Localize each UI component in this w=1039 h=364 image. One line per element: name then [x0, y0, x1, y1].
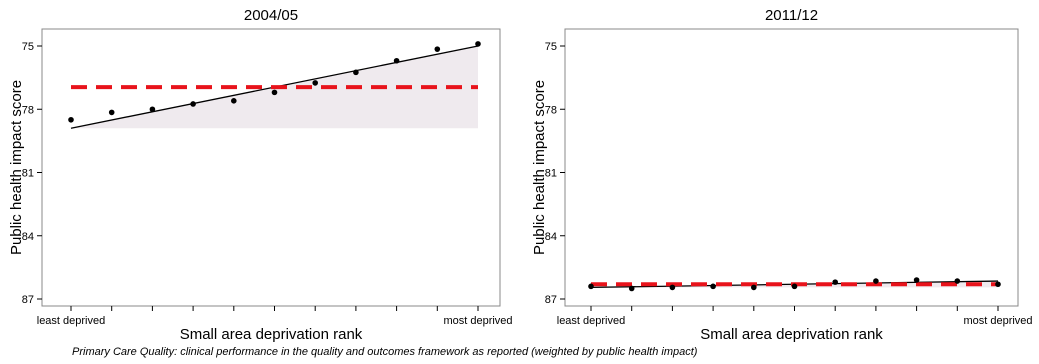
y-tick-label: 81: [22, 168, 34, 180]
chart-panel-2004-05: 2004/05 75 78 81 84 87 least deprived most depr…: [0, 0, 520, 344]
data-point: [832, 279, 838, 285]
y-tick-label: 78: [22, 104, 34, 116]
data-point: [669, 284, 676, 291]
data-point: [190, 101, 196, 107]
data-point: [995, 281, 1001, 288]
data-point: [628, 285, 635, 292]
data-point: [312, 80, 319, 86]
data-point: [231, 98, 237, 104]
y-tick-label: 78: [545, 104, 557, 116]
y-axis-title: Public health impact score: [8, 80, 25, 255]
data-point: [353, 69, 359, 76]
x-tick-label: most deprived: [963, 315, 1032, 327]
data-point: [108, 109, 115, 116]
y-tick-label: 87: [545, 294, 557, 306]
data-point: [393, 57, 400, 64]
plot-frame: [564, 28, 1019, 307]
chart-title: 2011/12: [765, 7, 818, 24]
data-point: [710, 283, 716, 290]
data-point: [913, 277, 920, 283]
data-point: [751, 284, 757, 291]
x-tick-label: least deprived: [37, 315, 106, 327]
data-point: [68, 116, 74, 123]
data-point: [149, 106, 156, 113]
data-point: [475, 41, 481, 47]
data-point: [434, 46, 441, 52]
x-tick-label: most deprived: [443, 315, 512, 327]
x-axis-title: Small area deprivation rank: [700, 326, 883, 343]
data-point: [873, 278, 879, 284]
data-point: [271, 89, 278, 96]
figure-caption: Primary Care Quality: clinical performan…: [72, 346, 698, 358]
y-tick-label: 75: [22, 41, 34, 53]
y-tick-label: 84: [545, 231, 557, 243]
y-axis-title: Public health impact score: [531, 80, 548, 255]
data-point: [791, 283, 798, 290]
y-tick-label: 75: [545, 41, 557, 53]
x-tick-label: least deprived: [557, 315, 626, 327]
x-axis-title: Small area deprivation rank: [180, 326, 363, 343]
chart-title: 2004/05: [244, 7, 298, 24]
data-point: [588, 283, 594, 290]
chart-panel-2011-12: 2011/12 75 78 81 84 87 least deprived most depr…: [519, 0, 1039, 344]
y-tick-label: 81: [545, 168, 557, 180]
y-tick-label: 84: [22, 231, 34, 243]
y-tick-label: 87: [22, 294, 34, 306]
data-point: [954, 278, 961, 284]
plot-frame: [41, 28, 501, 307]
